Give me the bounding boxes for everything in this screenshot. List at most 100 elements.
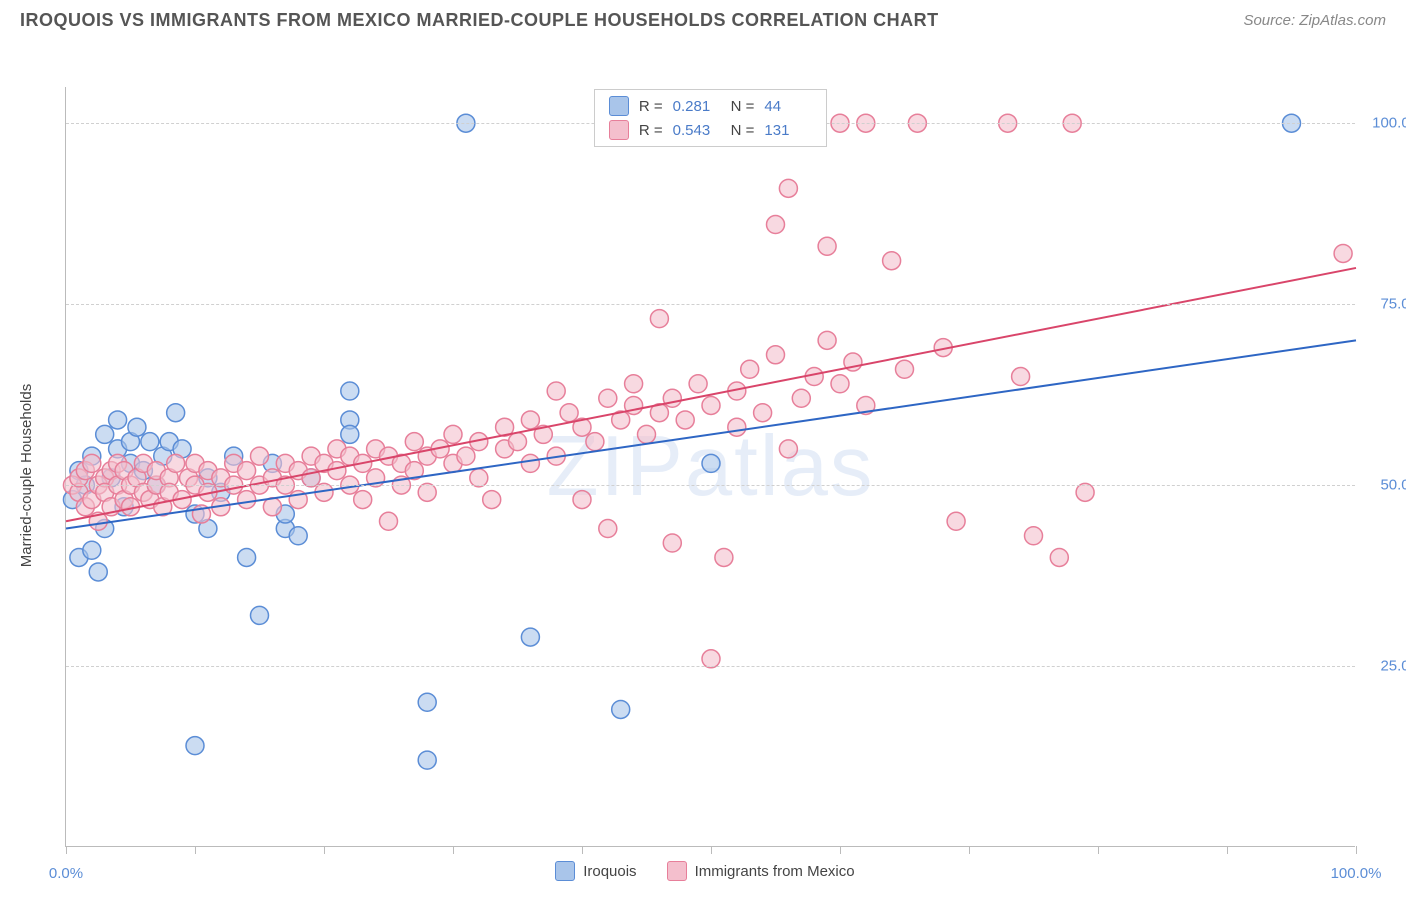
legend-swatch (555, 861, 575, 881)
x-tick (969, 846, 970, 854)
data-point-iroquois (141, 433, 159, 451)
legend-item-iroquois: Iroquois (555, 861, 636, 881)
r-value: 0.543 (673, 122, 721, 139)
x-tick (324, 846, 325, 854)
data-point-iroquois (276, 520, 294, 538)
data-point-mexico (831, 375, 849, 393)
data-point-iroquois (289, 527, 307, 545)
x-tick-label: 0.0% (49, 865, 83, 882)
data-point-iroquois (83, 541, 101, 559)
y-tick-label: 25.0% (1363, 658, 1406, 675)
data-point-mexico (276, 454, 294, 472)
data-point-mexico (392, 454, 410, 472)
data-point-iroquois (276, 505, 294, 523)
data-point-iroquois (109, 440, 127, 458)
legend-stat-row-mexico: R = 0.543 N = 131 (609, 120, 813, 140)
data-point-iroquois (160, 433, 178, 451)
data-point-iroquois (154, 447, 172, 465)
legend-stat-row-iroquois: R = 0.281 N = 44 (609, 96, 813, 116)
data-point-iroquois (115, 498, 133, 516)
data-point-mexico (818, 237, 836, 255)
x-tick (453, 846, 454, 854)
chart-title: IROQUOIS VS IMMIGRANTS FROM MEXICO MARRI… (20, 10, 939, 31)
data-point-mexico (302, 447, 320, 465)
data-point-mexico (547, 447, 565, 465)
data-point-mexico (1334, 244, 1352, 262)
data-point-iroquois (521, 628, 539, 646)
data-point-iroquois (83, 447, 101, 465)
gridline-h (66, 304, 1355, 305)
x-tick-label: 100.0% (1331, 865, 1382, 882)
data-point-mexico (418, 447, 436, 465)
data-point-iroquois (186, 505, 204, 523)
data-point-iroquois (238, 548, 256, 566)
n-label: N = (731, 122, 755, 139)
data-point-iroquois (418, 751, 436, 769)
data-point-mexico (689, 375, 707, 393)
data-point-mexico (199, 462, 217, 480)
n-value: 44 (764, 98, 812, 115)
x-tick (582, 846, 583, 854)
r-value: 0.281 (673, 98, 721, 115)
data-point-mexico (509, 433, 527, 451)
data-point-mexico (109, 454, 127, 472)
data-point-mexico (625, 396, 643, 414)
data-point-mexico (380, 447, 398, 465)
legend-label: Immigrants from Mexico (695, 863, 855, 880)
data-point-mexico (818, 331, 836, 349)
data-point-mexico (754, 404, 772, 422)
x-tick (1227, 846, 1228, 854)
data-point-iroquois (109, 411, 127, 429)
data-point-mexico (470, 433, 488, 451)
data-point-mexico (638, 425, 656, 443)
data-point-mexico (315, 454, 333, 472)
data-point-mexico (367, 440, 385, 458)
data-point-mexico (947, 512, 965, 530)
data-point-iroquois (89, 563, 107, 581)
data-point-mexico (779, 179, 797, 197)
data-point-mexico (122, 498, 140, 516)
data-point-mexico (586, 433, 604, 451)
n-label: N = (731, 98, 755, 115)
legend-swatch (609, 96, 629, 116)
data-point-mexico (141, 491, 159, 509)
data-point-mexico (650, 404, 668, 422)
n-value: 131 (764, 122, 812, 139)
r-label: R = (639, 98, 663, 115)
data-point-mexico (83, 454, 101, 472)
data-point-mexico (115, 462, 133, 480)
data-point-mexico (534, 425, 552, 443)
data-point-iroquois (96, 520, 114, 538)
data-point-mexico (186, 454, 204, 472)
r-label: R = (639, 122, 663, 139)
data-point-mexico (779, 440, 797, 458)
y-tick-label: 50.0% (1363, 477, 1406, 494)
data-point-mexico (625, 375, 643, 393)
plot-svg (66, 87, 1356, 847)
gridline-h (66, 666, 1355, 667)
data-point-iroquois (199, 520, 217, 538)
data-point-mexico (599, 520, 617, 538)
legend-swatch (667, 861, 687, 881)
data-point-mexico (805, 368, 823, 386)
data-point-iroquois (96, 425, 114, 443)
data-point-mexico (483, 491, 501, 509)
data-point-mexico (354, 454, 372, 472)
data-point-mexico (612, 411, 630, 429)
data-point-mexico (354, 491, 372, 509)
data-point-iroquois (122, 433, 140, 451)
data-point-mexico (676, 411, 694, 429)
legend-swatch (609, 120, 629, 140)
data-point-iroquois (128, 418, 146, 436)
data-point-mexico (1012, 368, 1030, 386)
data-point-mexico (767, 216, 785, 234)
data-point-mexico (457, 447, 475, 465)
data-point-mexico (444, 425, 462, 443)
data-point-mexico (134, 454, 152, 472)
data-point-mexico (405, 433, 423, 451)
data-point-mexico (496, 418, 514, 436)
correlation-legend: R = 0.281 N = 44 R = 0.543 N = 131 (594, 89, 828, 147)
data-point-mexico (263, 498, 281, 516)
data-point-mexico (715, 548, 733, 566)
data-point-mexico (573, 418, 591, 436)
